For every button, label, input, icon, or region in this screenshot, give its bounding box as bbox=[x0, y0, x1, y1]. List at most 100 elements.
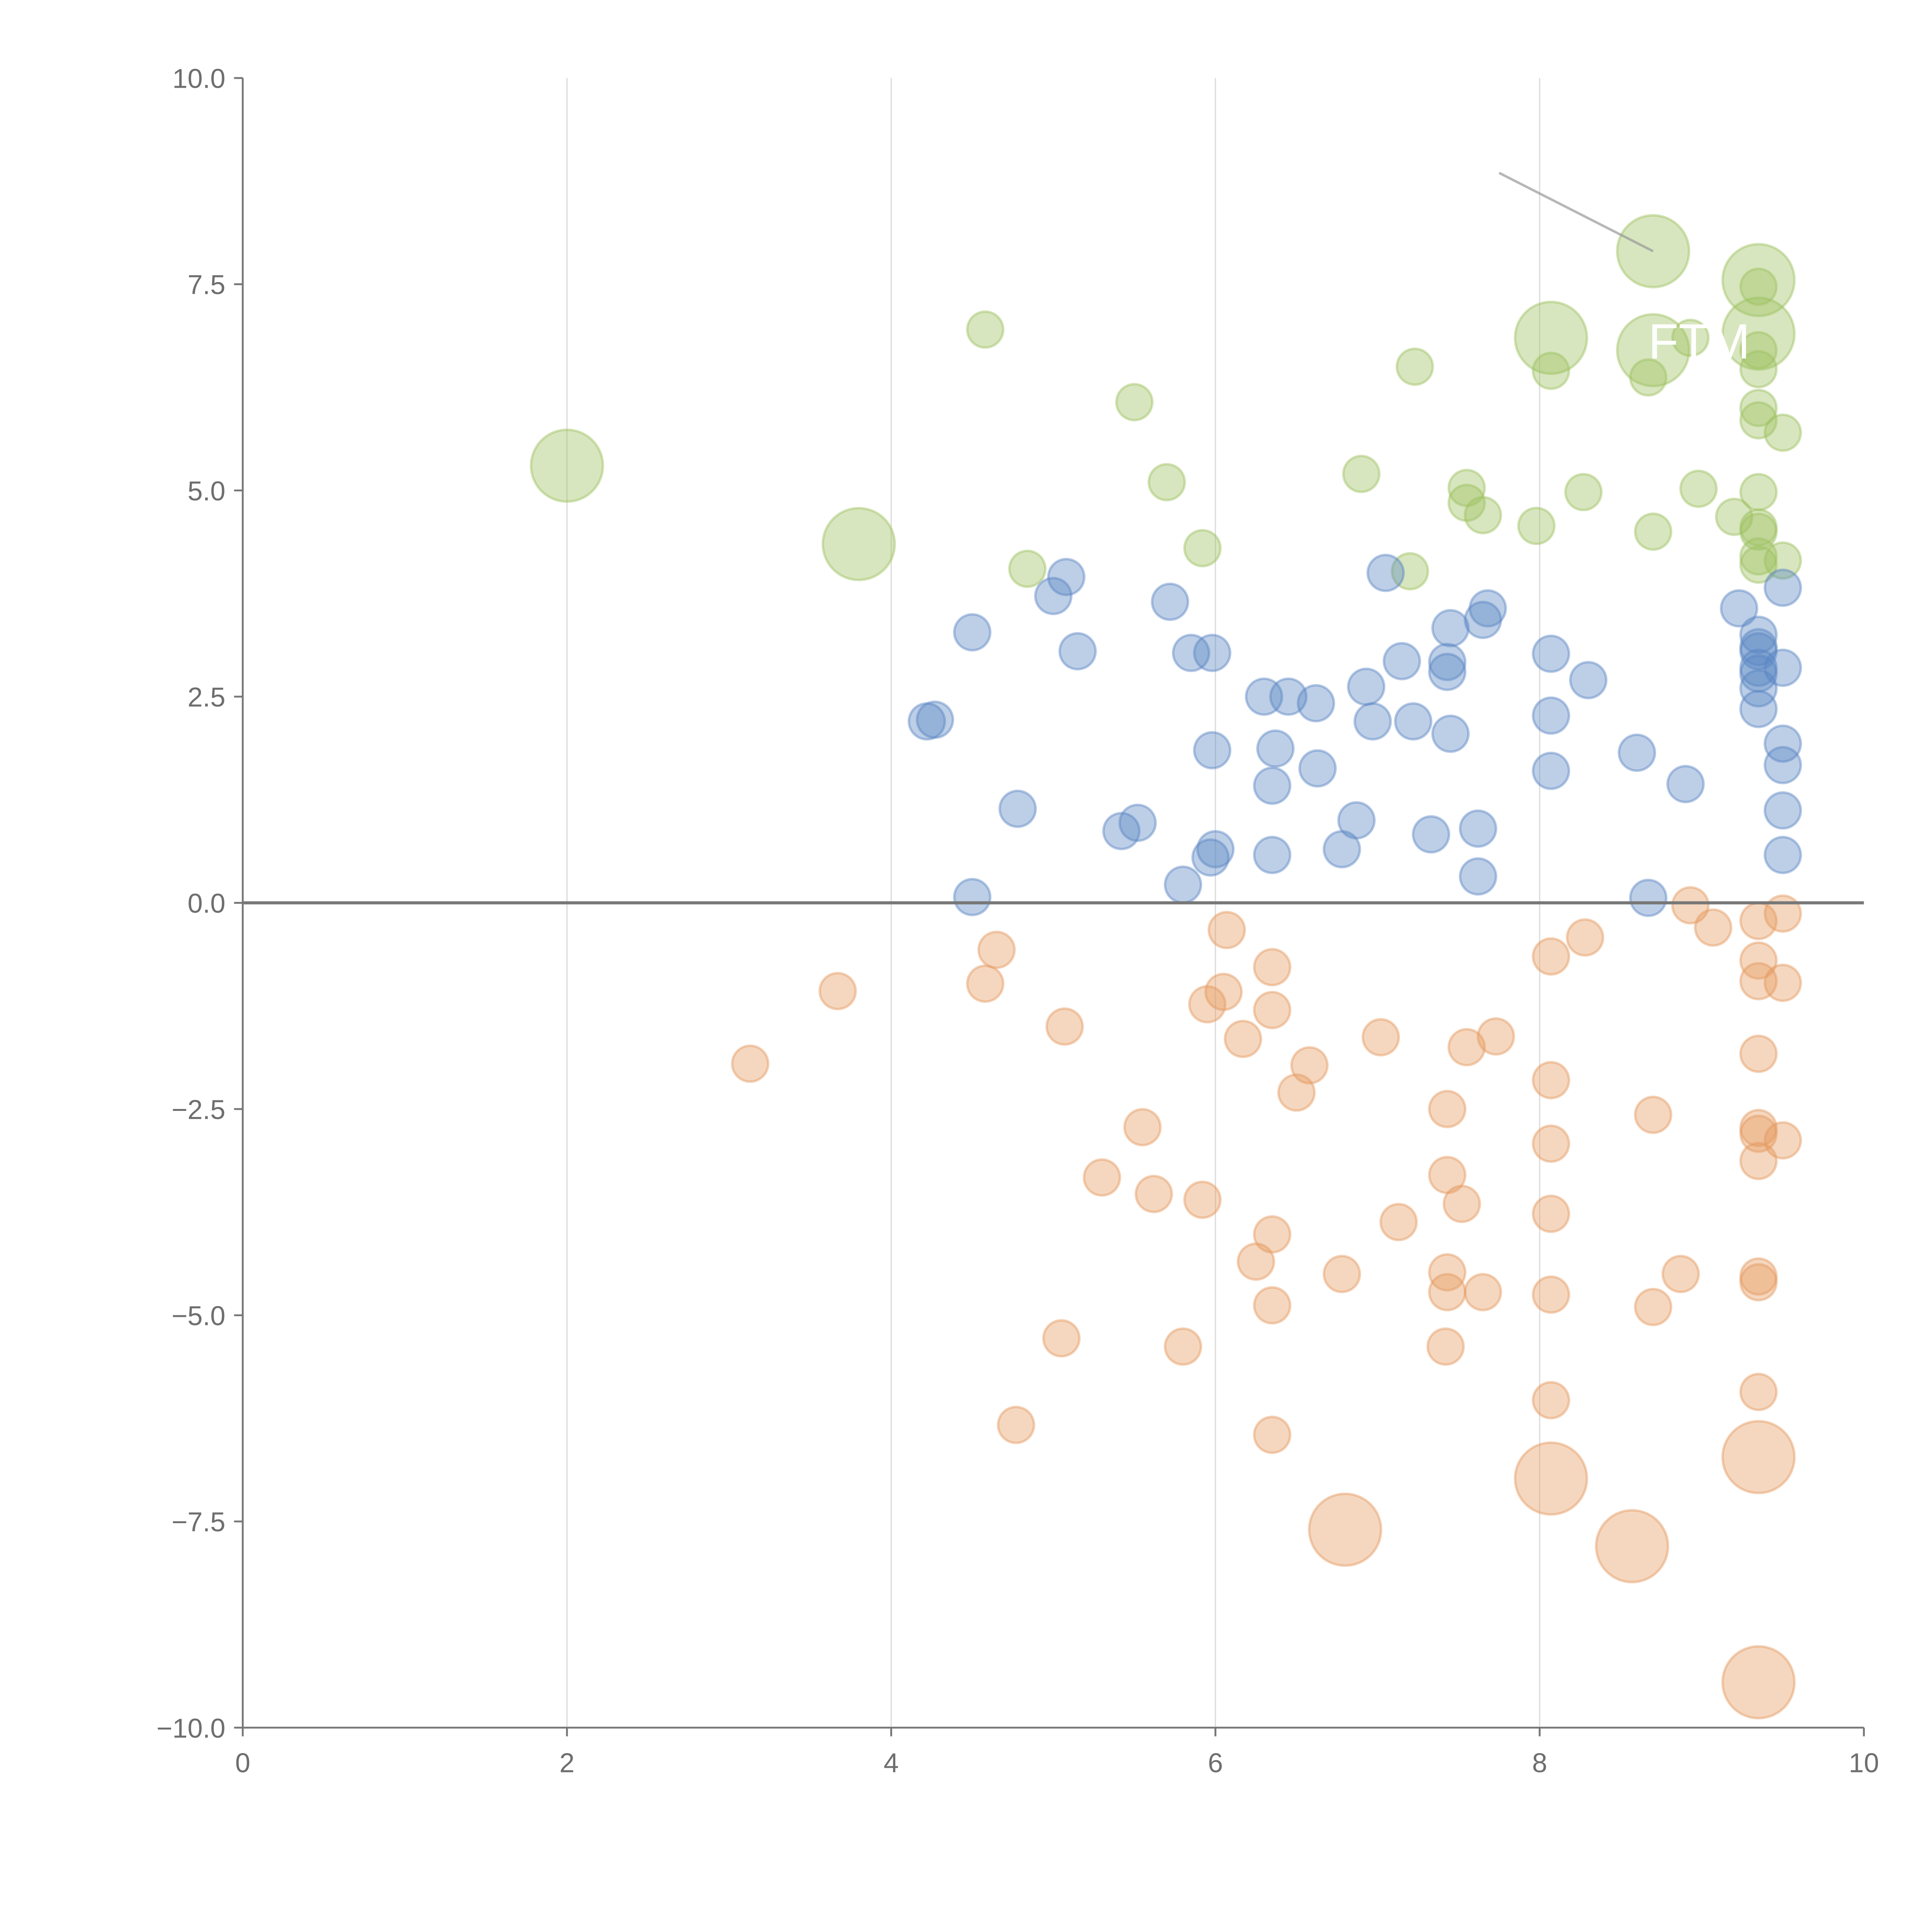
data-point-blue bbox=[1172, 634, 1211, 672]
data-point-orange bbox=[1739, 1034, 1778, 1073]
data-point-green bbox=[1629, 358, 1668, 397]
data-point-orange bbox=[1739, 1263, 1778, 1302]
data-point-orange bbox=[818, 972, 857, 1010]
data-point-orange bbox=[1290, 1046, 1329, 1085]
data-point-green bbox=[1764, 541, 1802, 580]
data-point-blue bbox=[1394, 702, 1433, 741]
data-point-orange bbox=[1739, 941, 1778, 980]
data-point-blue bbox=[998, 789, 1037, 828]
data-point-blue bbox=[1269, 677, 1308, 716]
data-point-blue bbox=[1058, 632, 1097, 671]
data-point-orange bbox=[1739, 962, 1778, 1001]
data-point-green bbox=[1721, 243, 1796, 318]
data-point-green bbox=[1634, 512, 1672, 551]
data-point-orange bbox=[966, 964, 1005, 1003]
data-point-green bbox=[1447, 469, 1486, 507]
y-tick-label: −10.0 bbox=[156, 1713, 225, 1743]
data-point-orange bbox=[1739, 1114, 1778, 1153]
data-point-orange bbox=[1045, 1007, 1084, 1046]
data-point-green bbox=[1739, 508, 1778, 547]
data-point-green bbox=[1739, 512, 1778, 551]
x-tick-label: 2 bbox=[560, 1748, 575, 1778]
data-point-blue bbox=[1468, 589, 1507, 628]
data-point-blue bbox=[1764, 836, 1802, 874]
data-point-blue bbox=[1532, 634, 1570, 673]
data-point-blue bbox=[908, 702, 946, 741]
data-point-green bbox=[1679, 469, 1718, 508]
data-point-green bbox=[1514, 301, 1588, 375]
data-point-blue bbox=[1102, 812, 1141, 850]
data-point-orange bbox=[1739, 1372, 1778, 1412]
data-point-green bbox=[1008, 549, 1047, 588]
x-tick-label: 6 bbox=[1208, 1748, 1223, 1778]
data-point-blue bbox=[1666, 765, 1705, 803]
data-point-orange bbox=[1188, 985, 1227, 1024]
data-point-blue bbox=[1196, 830, 1235, 869]
point-annotation: FTM bbox=[1648, 314, 1750, 369]
data-point-blue bbox=[1428, 653, 1467, 691]
data-point-orange bbox=[1277, 1073, 1316, 1112]
x-tick-label: 10 bbox=[1849, 1748, 1879, 1778]
y-tick-label: 5.0 bbox=[187, 476, 225, 506]
data-point-green bbox=[1739, 545, 1778, 584]
data-point-blue bbox=[953, 878, 992, 917]
data-point-orange bbox=[1428, 1253, 1467, 1292]
data-point-orange bbox=[1739, 1109, 1778, 1147]
data-point-orange bbox=[1428, 1273, 1467, 1311]
data-point-blue bbox=[1764, 648, 1802, 687]
data-point-green bbox=[1739, 401, 1778, 440]
data-point-blue bbox=[953, 613, 992, 652]
data-point-blue bbox=[1739, 628, 1778, 667]
data-point-green bbox=[1564, 473, 1603, 512]
data-point-orange bbox=[1721, 1420, 1796, 1495]
data-point-orange bbox=[1514, 1441, 1588, 1516]
data-point-orange bbox=[1566, 918, 1604, 957]
data-point-green bbox=[1464, 496, 1502, 534]
data-point-green bbox=[1147, 463, 1186, 502]
data-point-blue bbox=[1034, 577, 1073, 616]
data-point-green bbox=[1532, 352, 1570, 390]
data-point-blue bbox=[1617, 733, 1656, 772]
data-point-green bbox=[1115, 383, 1154, 422]
data-point-orange bbox=[1532, 1381, 1570, 1420]
data-point-orange bbox=[1739, 1257, 1778, 1296]
data-point-orange bbox=[1428, 1156, 1467, 1194]
data-point-blue bbox=[1296, 684, 1335, 723]
data-point-green bbox=[1739, 267, 1778, 306]
data-point-green bbox=[1721, 296, 1796, 371]
data-point-blue bbox=[1739, 690, 1778, 728]
data-point-orange bbox=[977, 930, 1016, 969]
data-point-orange bbox=[1361, 1018, 1400, 1057]
data-point-orange bbox=[1236, 1242, 1276, 1281]
data-point-orange bbox=[1532, 1124, 1570, 1163]
data-point-blue bbox=[1193, 731, 1231, 770]
data-point-orange bbox=[1764, 963, 1802, 1002]
data-point-blue bbox=[1739, 616, 1778, 654]
data-point-blue bbox=[1719, 589, 1759, 628]
data-point-blue bbox=[1118, 803, 1157, 842]
data-point-blue bbox=[1764, 791, 1802, 830]
data-point-orange bbox=[1476, 1017, 1515, 1056]
data-point-blue bbox=[1464, 600, 1502, 639]
data-point-blue bbox=[1047, 558, 1086, 597]
leader-line bbox=[1498, 172, 1654, 253]
data-point-orange bbox=[1764, 894, 1802, 933]
data-point-blue bbox=[1323, 830, 1361, 869]
data-point-green bbox=[1671, 318, 1710, 357]
data-point-orange bbox=[997, 1406, 1036, 1444]
data-point-orange bbox=[1323, 1255, 1361, 1293]
y-tick-label: 7.5 bbox=[187, 269, 225, 300]
annotations: FTM bbox=[1498, 172, 1750, 369]
data-point-orange bbox=[1532, 1275, 1570, 1314]
y-tick-label: −7.5 bbox=[172, 1507, 225, 1537]
data-point-blue bbox=[1764, 746, 1802, 784]
data-point-green bbox=[1739, 537, 1778, 576]
data-point-orange bbox=[1634, 1095, 1672, 1134]
data-point-orange bbox=[1532, 1061, 1570, 1100]
data-point-green bbox=[1395, 347, 1434, 386]
data-point-green bbox=[966, 310, 1005, 349]
data-point-green bbox=[1447, 483, 1486, 522]
data-point-orange bbox=[1532, 1194, 1570, 1233]
y-tick-label: −5.0 bbox=[172, 1300, 225, 1331]
data-point-blue bbox=[1739, 669, 1778, 708]
